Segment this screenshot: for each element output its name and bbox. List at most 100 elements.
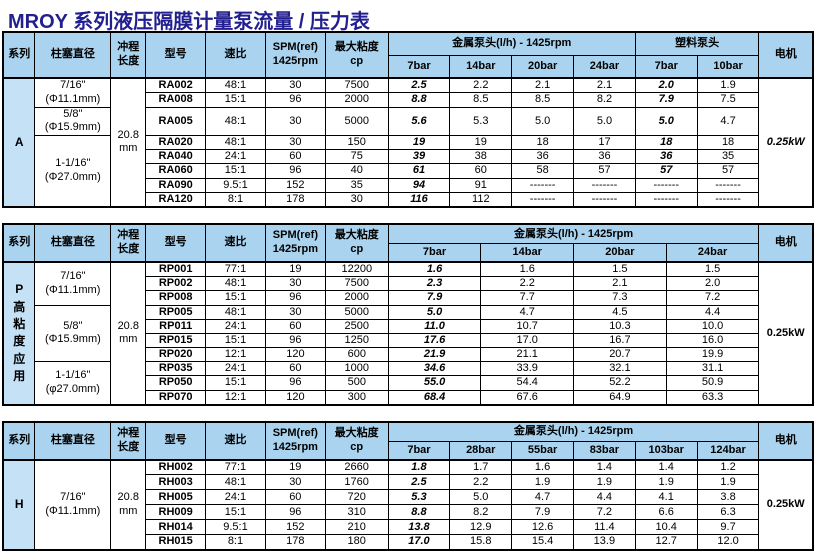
speed-ratio-cell: 15:1: [205, 163, 266, 179]
spm-cell: 152: [264, 177, 326, 193]
stroke-length-cell: 20.8 mm: [110, 459, 147, 551]
flow-value-cell: 4.4: [572, 489, 636, 506]
pressure-col-header: 20bar: [511, 54, 575, 79]
viscosity-header-line: 最大粘度: [334, 41, 379, 54]
flow-value-cell: 5.0: [634, 106, 698, 136]
flow-value-cell: 7.9: [634, 92, 698, 108]
flow-value-cell: 5.3: [449, 106, 513, 136]
speed-ratio-cell: 15:1: [205, 290, 266, 306]
flow-value-cell: 91: [449, 177, 513, 193]
speed-ratio-cell: 77:1: [205, 261, 266, 278]
spm-cell: 96: [264, 375, 326, 391]
flow-value-cell: 17.0: [480, 332, 575, 349]
plunger-diameter-cell: 7/16" (Φ11.1mm): [34, 77, 112, 108]
flow-value-cell: 7.3: [573, 290, 667, 306]
spm-cell: 96: [264, 290, 326, 306]
series-a-table-grid: 系列 柱塞直径 冲程 长度 型号 速比 SPM(ref) 1425rpm 最大粘度 cp 金属泵头(…: [2, 31, 814, 208]
spm-col-header: SPM(ref) 1425rpm: [264, 223, 326, 263]
flow-value-cell: 4.4: [665, 304, 760, 320]
flow-value-cell: 7.2: [665, 290, 760, 306]
flow-value-cell: 5.3: [387, 489, 451, 506]
flow-value-cell: -------: [696, 191, 760, 208]
flow-value-cell: 5.0: [511, 106, 575, 136]
speed-ratio-cell: 77:1: [205, 459, 266, 476]
flow-value-cell: 8.2: [449, 504, 513, 521]
pump-head-group-header: 金属泵头(l/h) - 1425rpm: [387, 31, 636, 56]
spm-header-line: SPM(ref): [272, 41, 318, 54]
viscosity-cell: 2660: [324, 459, 389, 476]
flow-value-cell: 55.0: [387, 375, 482, 391]
plunger-diameter-cell: 7/16" (Φ11.1mm): [34, 459, 112, 551]
flow-value-cell: -------: [696, 177, 760, 193]
diameter-line: 1-1/16": [55, 157, 91, 170]
motor-value-cell: 0.25kW: [758, 261, 814, 406]
flow-value-cell: -------: [634, 177, 698, 193]
stroke-line: mm: [119, 142, 138, 155]
flow-value-cell: 2.3: [387, 276, 482, 292]
stroke-length-header-line: 长度: [117, 440, 140, 453]
flow-value-cell: 4.7: [511, 489, 574, 506]
flow-value-cell: 64.9: [573, 389, 667, 406]
flow-value-cell: 61: [387, 163, 451, 179]
flow-value-cell: 52.2: [573, 375, 667, 391]
flow-value-cell: 19: [387, 134, 451, 151]
viscosity-header-line: cp: [350, 242, 364, 255]
flow-value-cell: 4.1: [634, 489, 698, 506]
spm-cell: 19: [264, 261, 326, 278]
flow-value-cell: 4.7: [480, 304, 575, 320]
model-cell: RA005: [145, 106, 207, 136]
flow-value-cell: 67.6: [480, 389, 575, 406]
speed-ratio-cell: 24:1: [205, 318, 266, 334]
viscosity-cell: 300: [324, 389, 389, 406]
flow-value-cell: 8.2: [573, 92, 636, 108]
flow-value-cell: 12.9: [449, 519, 513, 536]
pressure-col-header: 55bar: [511, 441, 574, 461]
model-cell: RP020: [145, 347, 207, 363]
flow-value-cell: 15.4: [511, 534, 574, 551]
viscosity-cell: 210: [324, 519, 389, 536]
pressure-col-header: 7bar: [387, 54, 451, 79]
spm-cell: 60: [264, 149, 326, 165]
stroke-length-cell: 20.8 mm: [110, 77, 147, 208]
flow-value-cell: 4.7: [696, 106, 760, 136]
flow-value-cell: 17: [573, 134, 636, 151]
max-viscosity-col-header: 最大粘度 cp: [324, 31, 389, 79]
diameter-line: (Φ11.1mm): [45, 92, 101, 105]
flow-value-cell: 32.1: [573, 361, 667, 377]
flow-value-cell: 57: [573, 163, 636, 179]
viscosity-cell: 1760: [324, 474, 389, 491]
spm-header-line: 1425rpm: [272, 242, 319, 255]
pump-head-group-header: 金属泵头(l/h) - 1425rpm: [387, 421, 760, 443]
flow-value-cell: 18: [696, 134, 760, 151]
flow-value-cell: 19.9: [665, 347, 760, 363]
diameter-line: (Φ15.9mm): [44, 121, 101, 134]
viscosity-cell: 35: [324, 177, 389, 193]
model-cell: RP015: [145, 332, 207, 349]
flow-value-cell: 35: [696, 149, 760, 165]
stroke-line: 20.8: [117, 491, 139, 504]
speed-ratio-cell: 48:1: [205, 134, 266, 151]
model-col-header: 型号: [145, 223, 207, 263]
pressure-col-header: 124bar: [696, 441, 760, 461]
flow-value-cell: 1.7: [449, 459, 513, 476]
speed-ratio-cell: 24:1: [205, 149, 266, 165]
flow-value-cell: 20.7: [573, 347, 667, 363]
spm-col-header: SPM(ref) 1425rpm: [264, 421, 326, 461]
spec-tables-container: 系列 柱塞直径 冲程 长度 型号 速比 SPM(ref) 1425rpm 最大粘度 cp 金属泵头(…: [0, 31, 814, 551]
viscosity-cell: 180: [324, 534, 389, 551]
viscosity-header-line: cp: [350, 55, 364, 67]
series-a-table: 系列 柱塞直径 冲程 长度 型号 速比 SPM(ref) 1425rpm 最大粘度 cp 金属泵头(…: [2, 31, 814, 208]
model-cell: RA090: [145, 177, 207, 193]
series-p-table-grid: 系列 柱塞直径 冲程 长度 型号 速比 SPM(ref) 1425rpm 最大粘度 cp 金属泵头(…: [2, 222, 814, 406]
series-label-line: H: [14, 497, 24, 512]
stroke-length-header-line: 冲程: [117, 41, 140, 54]
speed-ratio-cell: 15:1: [205, 332, 266, 349]
flow-value-cell: 1.9: [634, 474, 698, 491]
flow-value-cell: 5.0: [387, 304, 482, 320]
flow-value-cell: 12.0: [696, 534, 760, 551]
model-cell: RP005: [145, 304, 207, 320]
viscosity-cell: 150: [324, 134, 389, 151]
plunger-diameter-col-header: 柱塞直径: [34, 421, 112, 461]
spm-cell: 30: [264, 77, 326, 94]
flow-value-cell: 57: [634, 163, 698, 179]
